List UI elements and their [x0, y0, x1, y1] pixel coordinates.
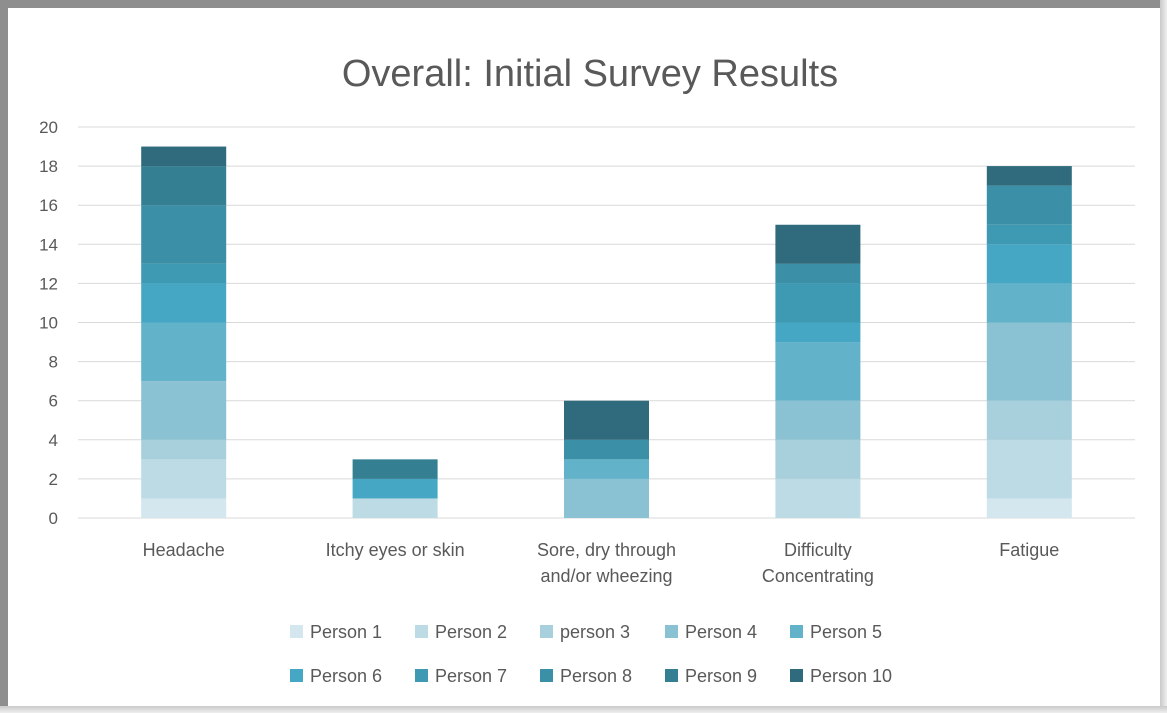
legend-label: Person 9 [685, 666, 757, 686]
bar-segment[interactable] [986, 166, 1072, 186]
x-category-label: Concentrating [762, 566, 874, 586]
legend-label: person 3 [560, 622, 630, 642]
bar-segment[interactable] [986, 224, 1072, 245]
bar-segment[interactable] [141, 263, 227, 284]
bar-segment[interactable] [141, 498, 227, 518]
bars [141, 146, 1072, 518]
bar-segment[interactable] [141, 322, 227, 382]
legend-swatch [790, 625, 803, 638]
legend-label: Person 8 [560, 666, 632, 686]
bar-segment[interactable] [352, 459, 438, 479]
bar-segment[interactable] [775, 322, 861, 343]
bar-segment[interactable] [141, 381, 227, 440]
legend[interactable]: Person 1 Person 2 person 3 Person 4 Person 5… [290, 622, 892, 686]
legend-label: Person 6 [310, 666, 382, 686]
legend-swatch [790, 669, 803, 682]
legend-swatch [540, 625, 553, 638]
legend-swatch [415, 625, 428, 638]
legend-label: Person 4 [685, 622, 757, 642]
bar-segment[interactable] [986, 439, 1072, 499]
y-tick-label: 12 [39, 274, 58, 293]
bar-segment[interactable] [986, 283, 1072, 323]
y-tick-label: 18 [39, 157, 58, 176]
x-category-label: Fatigue [999, 540, 1059, 560]
y-tick-label: 2 [49, 470, 58, 489]
bar-segment[interactable] [141, 439, 227, 460]
bar-segment[interactable] [564, 478, 649, 518]
legend-swatch [415, 669, 428, 682]
bar-segment[interactable] [775, 400, 861, 440]
bar-segment[interactable] [564, 439, 649, 460]
x-category-label: Difficulty [784, 540, 852, 560]
bar-segment[interactable] [775, 439, 861, 479]
legend-swatch [665, 625, 678, 638]
bar-segment[interactable] [775, 342, 861, 401]
bar-segment[interactable] [986, 498, 1072, 518]
x-category-label: Headache [143, 540, 225, 560]
bar-segment[interactable] [986, 322, 1072, 401]
bar-segment[interactable] [986, 244, 1072, 284]
bar-segment[interactable] [141, 146, 227, 167]
legend-label: Person 5 [810, 622, 882, 642]
legend-swatch [290, 625, 303, 638]
legend-swatch [290, 669, 303, 682]
bar-segment[interactable] [141, 205, 227, 264]
bar-segment[interactable] [352, 478, 438, 499]
bar-segment[interactable] [564, 400, 649, 440]
legend-label: Person 1 [310, 622, 382, 642]
bar-segment[interactable] [141, 166, 227, 206]
bar-segment[interactable] [564, 459, 649, 479]
y-tick-label: 4 [49, 431, 58, 450]
x-category-label: and/or wheezing [540, 566, 672, 586]
frame-shadow-bottom [0, 706, 1167, 713]
bar-segment[interactable] [141, 459, 227, 499]
bar-segment[interactable] [775, 283, 861, 323]
x-axis: Headache Itchy eyes or skin Sore, dry thro… [143, 540, 1060, 586]
y-tick-label: 10 [39, 314, 58, 333]
x-category-label: Itchy eyes or skin [326, 540, 465, 560]
legend-label: Person 10 [810, 666, 892, 686]
y-tick-label: 0 [49, 509, 58, 528]
legend-swatch [540, 669, 553, 682]
bar-segment[interactable] [141, 283, 227, 323]
y-tick-label: 20 [39, 118, 58, 137]
y-tick-label: 8 [49, 353, 58, 372]
bar-segment[interactable] [775, 263, 861, 284]
bar-segment[interactable] [986, 185, 1072, 225]
bar-segment[interactable] [986, 400, 1072, 440]
bar-segment[interactable] [352, 498, 438, 518]
bar-segment[interactable] [775, 224, 861, 264]
y-tick-label: 6 [49, 392, 58, 411]
y-tick-label: 16 [39, 196, 58, 215]
legend-label: Person 2 [435, 622, 507, 642]
y-axis: 0 2 4 6 8 10 12 14 16 18 20 [39, 118, 58, 528]
bar-segment[interactable] [775, 478, 861, 518]
chart-title: Overall: Initial Survey Results [342, 53, 838, 95]
legend-swatch [665, 669, 678, 682]
x-category-label: Sore, dry through [537, 540, 676, 560]
frame-shadow-right [1160, 0, 1167, 713]
y-tick-label: 14 [39, 235, 58, 254]
legend-label: Person 7 [435, 666, 507, 686]
